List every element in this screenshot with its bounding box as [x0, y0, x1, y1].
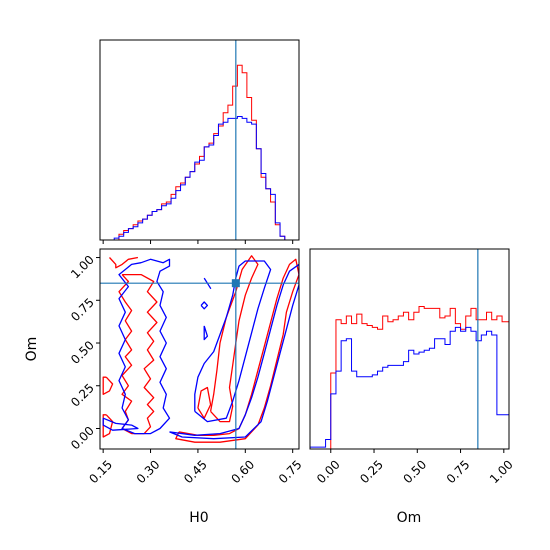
hist-step-h0-series-2 [100, 116, 299, 240]
truth-marker [231, 279, 240, 288]
contour-series-1-level-3 [102, 376, 114, 395]
contour-series-2-level-6 [203, 325, 209, 341]
contour-series-2-level-1 [118, 258, 171, 435]
histogram-panel-h0 [99, 39, 300, 244]
hist-step-om-series-2 [310, 326, 509, 449]
hist-step-h0-series-1 [100, 64, 299, 240]
contour-series-2-level-4 [203, 277, 212, 289]
contour-series-1-level-6 [209, 255, 259, 423]
contour-series-2-level-7 [102, 417, 139, 431]
contour-frame [99, 248, 300, 450]
histogram-frame-h0 [99, 39, 300, 241]
x-axis-label-om: Om [397, 510, 422, 526]
contour-series-1-level-4 [102, 414, 114, 438]
contour-series-2-level-2 [169, 263, 299, 440]
contour-series-2-level-5 [200, 301, 209, 310]
contour-series-1-level-1 [109, 256, 139, 269]
hist-step-om-series-1 [310, 306, 509, 449]
histogram-frame-om [309, 248, 510, 450]
contour-series-1-level-7 [197, 386, 212, 419]
y-axis-label-om: Om [24, 337, 40, 362]
x-axis-label-h0: H0 [189, 510, 208, 526]
